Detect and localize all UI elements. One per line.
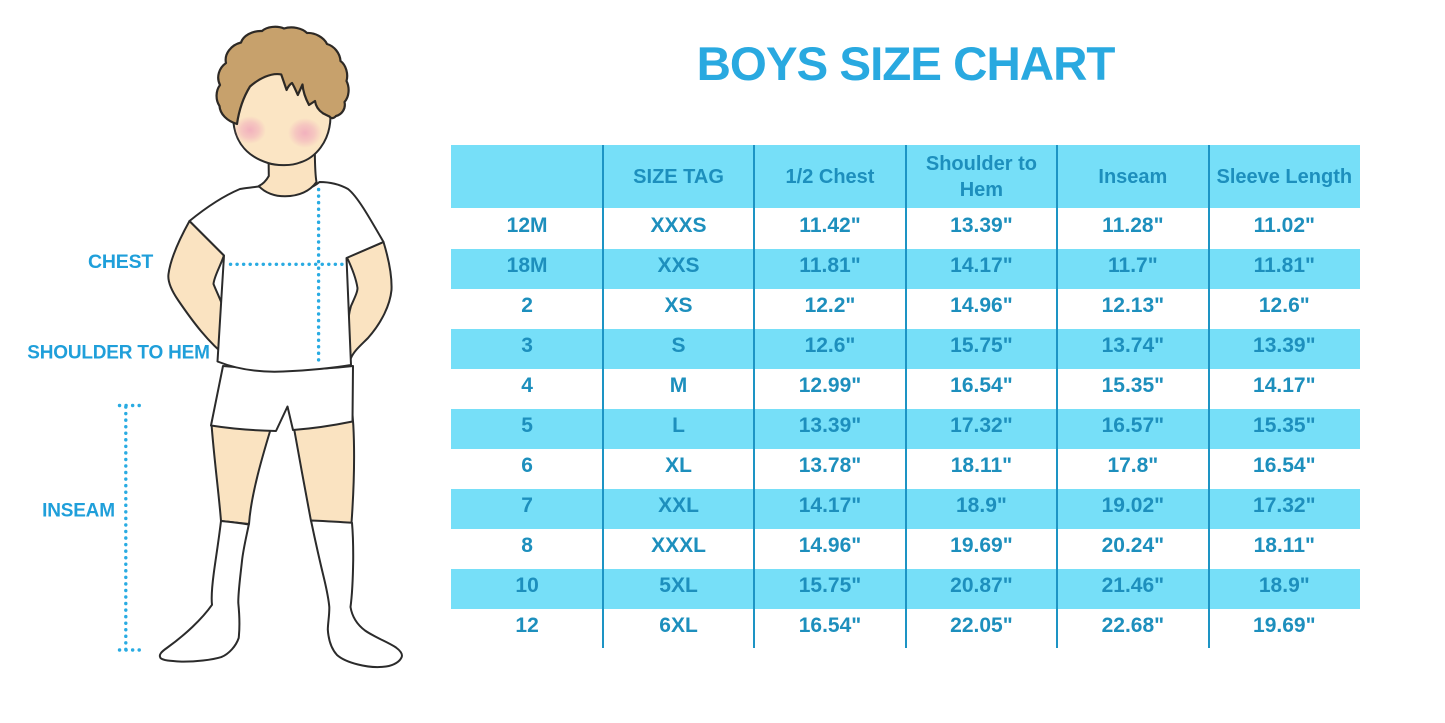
svg-text:SHOULDER TO HEM: SHOULDER TO HEM: [27, 343, 209, 364]
svg-text:INSEAM: INSEAM: [42, 501, 115, 522]
svg-text:CHEST: CHEST: [88, 251, 153, 273]
